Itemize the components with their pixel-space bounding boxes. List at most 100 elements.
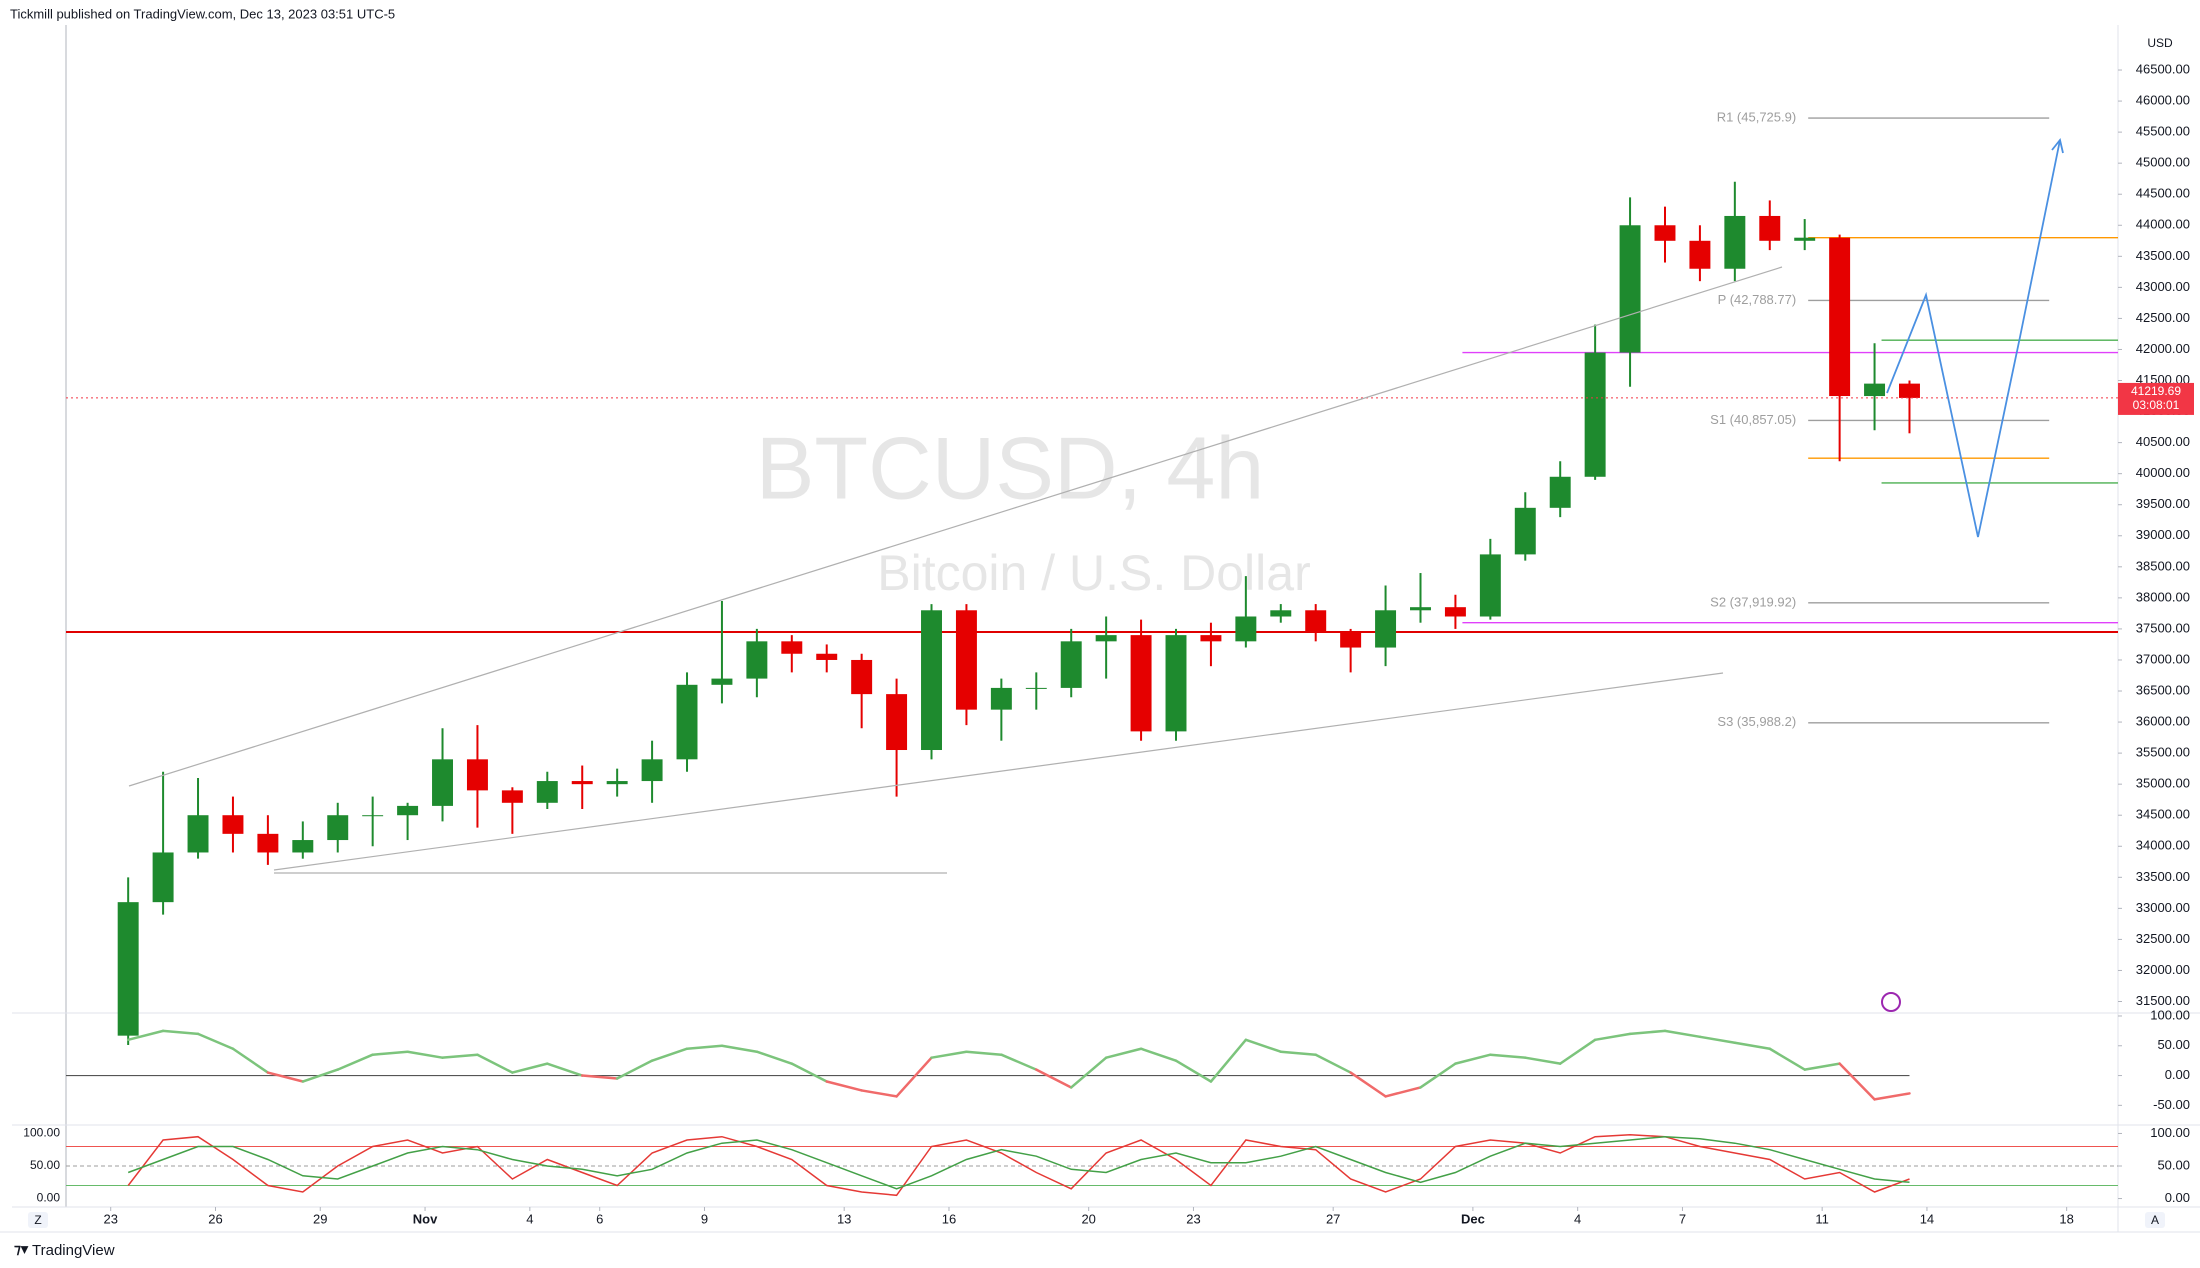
y-tick-label: 44000.00	[2136, 217, 2190, 232]
x-tick-label: 23	[1186, 1211, 1200, 1226]
oscillator-segment	[1384, 1086, 1422, 1098]
level-label: S1 (40,857.05)	[1710, 412, 1796, 427]
oscillator-segment	[1174, 1059, 1213, 1083]
auto-scale-label: A	[2151, 1213, 2159, 1227]
candle-body	[1899, 383, 1920, 398]
oscillator-segment	[266, 1071, 305, 1083]
watermark-symbol: BTCUSD, 4h	[756, 418, 1265, 517]
candle-body	[117, 902, 139, 1036]
oscillator-segment	[1454, 1053, 1492, 1065]
candle-body	[1200, 635, 1222, 642]
oscillator-segment	[930, 1050, 968, 1059]
oscillator-segment	[1838, 1062, 1876, 1101]
oscillator-segment	[371, 1050, 409, 1056]
candle-body	[501, 790, 523, 803]
candle-body	[292, 840, 314, 853]
candle-body	[432, 759, 453, 806]
y-tick-label: 0.00	[2165, 1190, 2190, 1205]
candle-body	[816, 653, 838, 660]
candle-body	[1759, 215, 1781, 241]
projection-arrow	[2051, 137, 2064, 154]
candle-body	[1724, 215, 1746, 269]
oscillator-segment	[441, 1053, 479, 1059]
x-tick-label: 18	[2059, 1211, 2073, 1226]
y-tick-label: 100.00	[2150, 1125, 2190, 1140]
oscillator-segment	[301, 1068, 339, 1083]
oscillator-segment	[1803, 1062, 1841, 1071]
candle-body	[886, 694, 908, 751]
oscillator-segment	[1035, 1068, 1073, 1089]
x-tick-label: 6	[596, 1211, 603, 1226]
projection-path	[1886, 139, 2061, 538]
x-tick-label: 9	[701, 1211, 708, 1226]
candle-body	[152, 852, 174, 903]
candle-body	[1549, 476, 1571, 508]
last-price-box	[2118, 382, 2194, 415]
zoom-button[interactable]	[28, 1212, 48, 1228]
oscillator-segment	[790, 1062, 828, 1083]
level-label: R1 (45,725.9)	[1717, 110, 1797, 125]
oscillator-segment	[1349, 1071, 1387, 1098]
x-tick-label: 14	[1920, 1211, 1934, 1226]
candle-body	[1444, 607, 1466, 617]
candle-body	[1060, 641, 1082, 688]
x-tick-label: 11	[1815, 1211, 1829, 1226]
candle-body	[571, 781, 593, 785]
watermark-description: Bitcoin / U.S. Dollar	[877, 545, 1310, 601]
candle-body	[781, 641, 803, 654]
y-tick-label: 39000.00	[2136, 527, 2190, 542]
y-tick-label: 33500.00	[2136, 869, 2190, 884]
publish-header: Tickmill published on TradingView.com, D…	[10, 6, 395, 21]
oscillator-segment	[1558, 1038, 1597, 1065]
y-tick-label: 46500.00	[2136, 61, 2190, 76]
y-tick-label: 46000.00	[2136, 93, 2190, 108]
y-tick-label: 38000.00	[2136, 589, 2190, 604]
candle-body	[1479, 554, 1501, 617]
y-tick-label: 44500.00	[2136, 186, 2190, 201]
candle-body	[851, 659, 873, 695]
oscillator-segment	[1000, 1053, 1038, 1071]
y-tick-label: 50.00	[2157, 1037, 2190, 1052]
x-tick-label: 7	[1679, 1211, 1686, 1226]
oscillator-segment	[1209, 1038, 1248, 1083]
candle-body	[641, 759, 663, 782]
y-tick-label-left: 0.00	[37, 1191, 61, 1205]
auto-scale-button[interactable]	[2145, 1212, 2165, 1228]
candle-body	[1305, 610, 1327, 633]
level-label: S2 (37,919.92)	[1710, 594, 1796, 609]
oscillator-line	[127, 1135, 1910, 1190]
y-tick-label: 45500.00	[2136, 124, 2190, 139]
oscillator-segment	[895, 1056, 933, 1098]
alert-icon[interactable]	[1881, 992, 1901, 1012]
oscillator-line	[127, 1134, 1910, 1197]
candle-body	[1864, 383, 1886, 397]
x-tick-label: 23	[103, 1211, 117, 1226]
oscillator-segment	[1244, 1038, 1283, 1053]
oscillator-segment	[1733, 1041, 1772, 1050]
oscillator-segment	[126, 1029, 165, 1042]
zoom-button-label: Z	[34, 1213, 41, 1227]
oscillator-segment	[511, 1062, 549, 1074]
candle-body	[1829, 237, 1851, 397]
y-tick-label: 45000.00	[2136, 155, 2190, 170]
last-price-label: 41219.69	[2131, 384, 2181, 398]
candle-body	[1584, 352, 1606, 477]
countdown-label: 03:08:01	[2133, 398, 2180, 412]
y-tick-label: 40500.00	[2136, 434, 2190, 449]
marks: 23 26 29 Nov 4 6 9 13 16 20 23 27 Dec 4 7 11 14 18 31500.0…	[23, 61, 2194, 1226]
oscillator-segment	[1628, 1029, 1667, 1036]
oscillator-segment	[965, 1050, 1003, 1056]
oscillator-segment	[476, 1053, 514, 1074]
oscillator-segment	[1593, 1032, 1632, 1042]
candle-body	[1165, 635, 1187, 732]
candle-body	[1130, 635, 1152, 732]
oscillator-segment	[1524, 1056, 1562, 1065]
x-tick-label: Dec	[1461, 1211, 1485, 1226]
candle-body	[711, 678, 733, 685]
brand-name[interactable]: TradingView	[32, 1242, 115, 1259]
oscillator-segment	[1104, 1047, 1143, 1059]
oscillator-segment	[1873, 1092, 1911, 1101]
y-tick-label: 33000.00	[2136, 900, 2190, 915]
y-tick-label: 36000.00	[2136, 714, 2190, 729]
